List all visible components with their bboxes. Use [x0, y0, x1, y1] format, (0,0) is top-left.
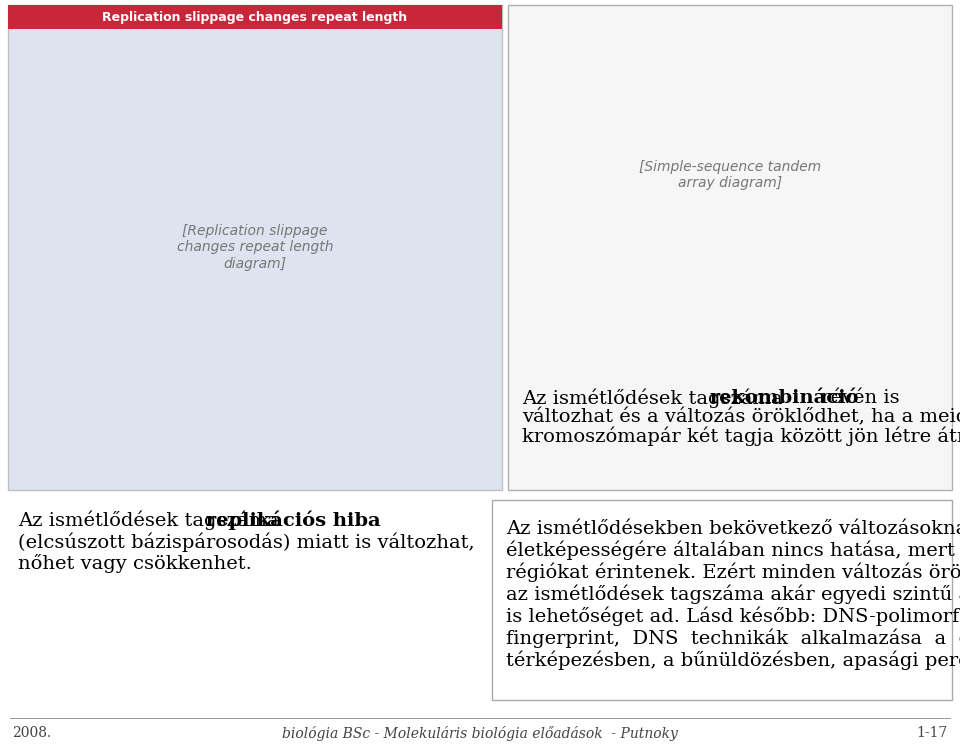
Text: életképességére általában nincs hatása, mert nem kódoló: életképességére általában nincs hatása, … — [506, 540, 960, 560]
Text: (elcsúszott bázispárosodás) miatt is változhat,: (elcsúszott bázispárosodás) miatt is vál… — [18, 532, 474, 551]
Text: Replication slippage changes repeat length: Replication slippage changes repeat leng… — [103, 10, 408, 23]
Text: fingerprint,  DNS  technikák  alkalmazása  a  genetikai: fingerprint, DNS technikák alkalmazása a… — [506, 628, 960, 647]
Text: Az ismétlődések tagszáma: Az ismétlődések tagszáma — [522, 388, 789, 407]
Text: replikációs hiba: replikációs hiba — [205, 510, 380, 530]
Text: rekombináció: rekombináció — [709, 389, 859, 407]
Bar — [508, 5, 952, 490]
Text: Az ismétlődések tagszáma: Az ismétlődések tagszáma — [18, 510, 285, 530]
Text: is lehetőséget ad. Lásd később: DNS-polimorfizmus, DNS: is lehetőséget ad. Lásd később: DNS-poli… — [506, 606, 960, 625]
Text: régiókat érintenek. Ezért minden változás öröklődik. Az: régiókat érintenek. Ezért minden változá… — [506, 562, 960, 581]
Text: változhat és a változás öröklődhet, ha a meiózis során a: változhat és a változás öröklődhet, ha a… — [522, 408, 960, 426]
Text: térképezésben, a bűnüldözésben, apasági perekben ... stb.: térképezésben, a bűnüldözésben, apasági … — [506, 650, 960, 670]
Text: révén is: révén is — [815, 389, 900, 407]
Text: kromoszómapár két tagja között jön létre átrendeződés.: kromoszómapár két tagja között jön létre… — [522, 426, 960, 446]
Bar — [8, 5, 502, 29]
Text: 1-17: 1-17 — [917, 726, 948, 740]
Bar — [492, 500, 952, 700]
Text: [Replication slippage
changes repeat length
diagram]: [Replication slippage changes repeat len… — [177, 224, 333, 270]
Text: biológia BSc - Molekuláris biológia előadások  - Putnoky: biológia BSc - Molekuláris biológia előa… — [282, 726, 678, 741]
Text: nőhet vagy csökkenhet.: nőhet vagy csökkenhet. — [18, 554, 252, 573]
Text: Az ismétlődésekben bekövetkező változásoknak az egyed: Az ismétlődésekben bekövetkező változáso… — [506, 518, 960, 538]
Bar — [8, 5, 502, 490]
Text: 2008.: 2008. — [12, 726, 51, 740]
Text: [Simple-sequence tandem
array diagram]: [Simple-sequence tandem array diagram] — [639, 160, 821, 189]
Text: az ismétlődések tagszáma akár egyedi szintű azonosításra: az ismétlődések tagszáma akár egyedi szi… — [506, 584, 960, 604]
